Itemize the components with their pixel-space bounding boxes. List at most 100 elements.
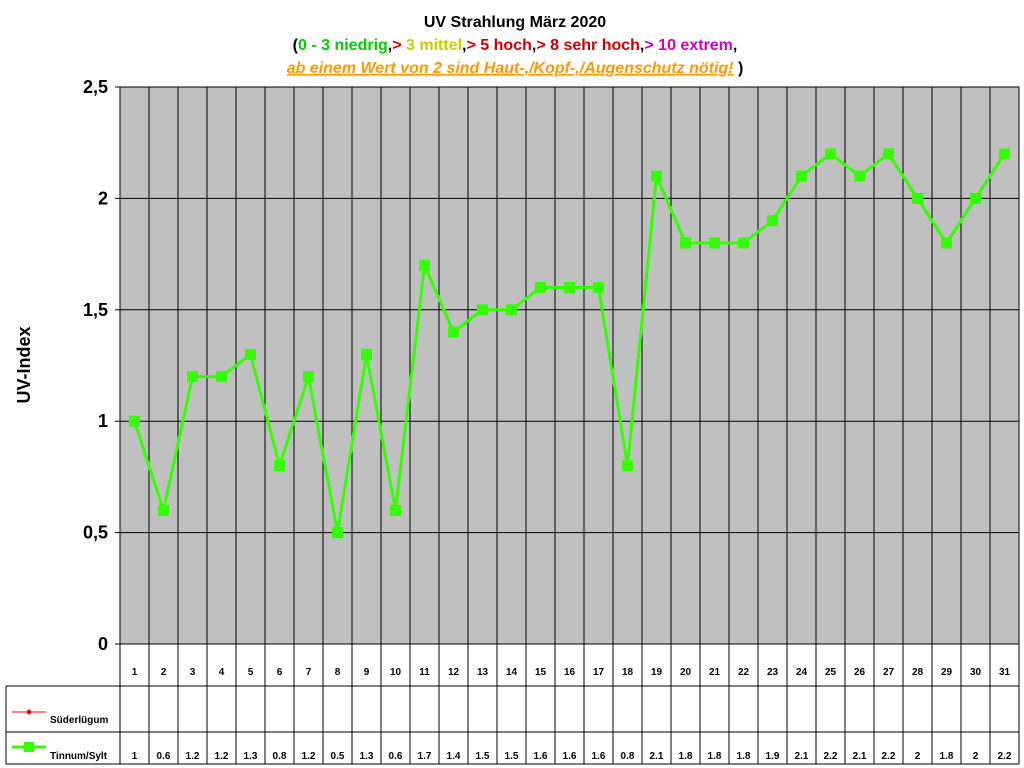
- data-point: [390, 504, 401, 516]
- subtitle-part: >: [536, 37, 550, 54]
- data-point: [796, 170, 807, 182]
- category-label: 27: [883, 667, 895, 678]
- table-value: 1.8: [679, 751, 693, 762]
- data-point: [941, 237, 952, 249]
- category-label: 24: [796, 667, 808, 678]
- data-point: [419, 259, 430, 271]
- legend-label-tinnum-sylt: Tinnum/Sylt: [50, 751, 108, 762]
- table-value: 1.5: [476, 751, 490, 762]
- data-point: [216, 371, 227, 383]
- subtitle-part: >: [467, 37, 481, 54]
- category-label: 31: [999, 667, 1011, 678]
- data-point: [767, 215, 778, 227]
- table-value: 1.2: [186, 751, 200, 762]
- category-label: 17: [593, 667, 605, 678]
- category-label: 8: [335, 667, 341, 678]
- data-point: [738, 237, 749, 249]
- table-value: 2.2: [824, 751, 838, 762]
- table-value: 1.4: [447, 751, 461, 762]
- category-label: 23: [767, 667, 779, 678]
- chart-warning: ab einem Wert von 2 sind Haut-,/Kopf-,/A…: [287, 60, 744, 77]
- table-value: 1.3: [360, 751, 374, 762]
- table-value: 1.3: [244, 751, 258, 762]
- subtitle-part: 0 - 3 niedrig: [298, 37, 388, 54]
- y-tick-labels: 0 0,5 1 1,5 2 2,5: [83, 77, 108, 654]
- y-tick-label: 1,5: [83, 300, 108, 320]
- category-label: 22: [738, 667, 750, 678]
- y-axis-label: UV-Index: [14, 326, 34, 403]
- category-label: 1: [132, 667, 138, 678]
- category-label: 12: [448, 667, 460, 678]
- category-label: 18: [622, 667, 634, 678]
- vertical-gridlines: [148, 87, 991, 764]
- data-point: [999, 148, 1010, 160]
- data-point: [622, 460, 633, 472]
- table-value: 1.7: [418, 751, 432, 762]
- data-point: [651, 170, 662, 182]
- table-value: 0.8: [273, 751, 287, 762]
- legend-label-suederluegum: Süderlügum: [50, 715, 108, 726]
- table-value: 2.2: [882, 751, 896, 762]
- warning-text: ab einem Wert von 2 sind Haut-,/Kopf-,/A…: [287, 60, 734, 77]
- chart-title: UV Strahlung März 2020: [424, 14, 606, 31]
- subtitle-part: ,: [462, 37, 466, 54]
- data-point: [187, 371, 198, 383]
- category-label: 21: [709, 667, 721, 678]
- category-label: 26: [854, 667, 866, 678]
- subtitle-part: 10 extrem: [658, 37, 733, 54]
- data-point: [477, 304, 488, 316]
- category-label: 9: [364, 667, 370, 678]
- y-tick-label: 0,5: [83, 523, 108, 543]
- category-label: 25: [825, 667, 837, 678]
- y-tick-label: 2,5: [83, 77, 108, 97]
- subtitle-part: 3 mittel: [406, 37, 462, 54]
- table-value: 2: [915, 751, 921, 762]
- data-point: [535, 282, 546, 294]
- subtitle-part: 5 hoch: [480, 37, 532, 54]
- legend-suederluegum: Süderlügum: [12, 709, 108, 726]
- data-point: [709, 237, 720, 249]
- category-label: 20: [680, 667, 692, 678]
- table-value: 1.2: [302, 751, 316, 762]
- category-label: 10: [390, 667, 402, 678]
- data-table: [5, 644, 1020, 765]
- data-point: [970, 192, 981, 204]
- category-label: 19: [651, 667, 663, 678]
- subtitle-part: ,: [733, 37, 737, 54]
- y-tick-label: 0: [98, 634, 108, 654]
- data-point: [303, 371, 314, 383]
- data-point: [883, 148, 894, 160]
- category-labels: 1 2 3 4 5 6 7 8 9 10 11 12 13 14 15 16 17 18 19 20 21 22 23 24 2…: [132, 667, 1011, 678]
- chart-subtitle: (0 - 3 niedrig,> 3 mittel,> 5 hoch,> 8 s…: [293, 37, 738, 54]
- table-value: 0.5: [331, 751, 345, 762]
- category-label: 16: [564, 667, 576, 678]
- category-label: 4: [219, 667, 225, 678]
- category-label: 13: [477, 667, 489, 678]
- category-label: 3: [190, 667, 196, 678]
- table-value: 2.1: [650, 751, 664, 762]
- table-values: 1 0.6 1.2 1.2 1.3 0.8 1.2 0.5 1.3 0.6 1.7 1.4 1.5 1.5…: [132, 751, 1012, 762]
- data-point: [854, 170, 865, 182]
- y-tick-label: 1: [98, 411, 108, 431]
- data-point: [448, 326, 459, 338]
- category-label: 28: [912, 667, 924, 678]
- category-label: 30: [970, 667, 982, 678]
- data-point: [680, 237, 691, 249]
- table-value: 1.8: [708, 751, 722, 762]
- subtitle-part: >: [392, 37, 406, 54]
- subtitle-part: 8 sehr hoch: [550, 37, 640, 54]
- table-value: 2.2: [998, 751, 1012, 762]
- data-point: [274, 460, 285, 472]
- legend-marker-tinnum-sylt: [24, 742, 34, 752]
- table-value: 0.6: [389, 751, 403, 762]
- data-point: [245, 348, 256, 360]
- table-value: 1.5: [505, 751, 519, 762]
- category-label: 15: [535, 667, 547, 678]
- plot-area: [119, 86, 1020, 645]
- table-value: 2: [973, 751, 979, 762]
- subtitle-part: ,: [532, 37, 536, 54]
- table-value: 1.6: [592, 751, 606, 762]
- data-point: [361, 348, 372, 360]
- data-point: [158, 504, 169, 516]
